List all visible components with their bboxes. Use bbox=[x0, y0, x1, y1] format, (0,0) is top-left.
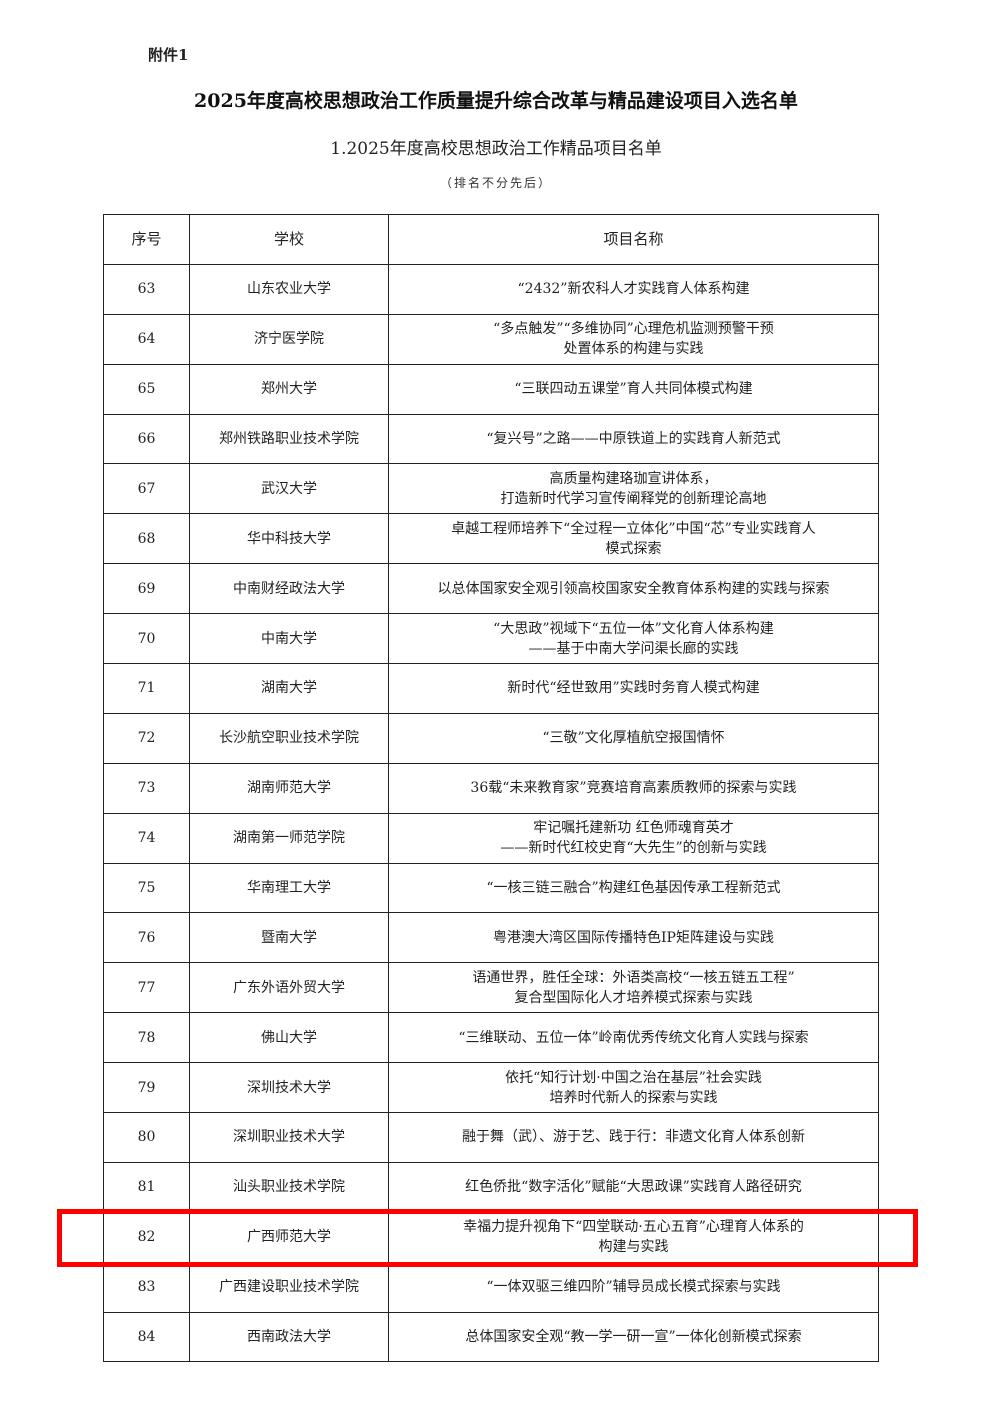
row-project: “2432”新农科人才实践育人体系构建 bbox=[388, 263, 879, 315]
row-school: 西南政法大学 bbox=[189, 1311, 389, 1363]
project-list-table: 序号 学校 项目名称 63 山东农业大学 “2432”新农科人才实践育人体系构建 64… bbox=[103, 214, 879, 1363]
row-school: 郑州铁路职业技术学院 bbox=[189, 413, 389, 465]
table-row: 74 湖南第一师范学院 牢记嘱托建新功 红色师魂育英才 ——新时代红校史育“大先生”… bbox=[103, 812, 879, 864]
table-row: 81 汕头职业技术学院 红色侨批“数字活化”赋能“大思政课”实践育人路径研究 bbox=[103, 1161, 879, 1213]
row-school: 中南财经政法大学 bbox=[189, 563, 389, 615]
row-number: 77 bbox=[103, 962, 190, 1014]
attachment-label: 附件1 bbox=[148, 46, 189, 64]
table-row-highlighted: 82 广西师范大学 幸福力提升视角下“四堂联动·五心五育”心理育人体系的 构建与实践 bbox=[103, 1211, 879, 1263]
row-project: 新时代“经世致用”实践时务育人模式构建 bbox=[388, 663, 879, 714]
table-row: 76 暨南大学 粤港澳大湾区国际传播特色IP矩阵建设与实践 bbox=[103, 912, 879, 964]
row-project: 总体国家安全观“教一学一研一宣”一体化创新模式探索 bbox=[388, 1311, 879, 1363]
row-school: 湖南大学 bbox=[189, 663, 389, 714]
table-row: 73 湖南师范大学 36载“未来教育家”竞赛培育高素质教师的探索与实践 bbox=[103, 762, 879, 814]
row-school: 郑州大学 bbox=[189, 363, 389, 415]
row-school: 深圳职业技术大学 bbox=[189, 1112, 389, 1163]
row-number: 82 bbox=[103, 1211, 190, 1263]
table-row: 70 中南大学 “大思政”视域下“五位一体”文化育人体系构建 ——基于中南大学问渠长… bbox=[103, 613, 879, 665]
row-project: “一核三链三融合”构建红色基因传承工程新范式 bbox=[388, 862, 879, 914]
row-number: 64 bbox=[103, 313, 190, 365]
row-project: 粤港澳大湾区国际传播特色IP矩阵建设与实践 bbox=[388, 912, 879, 964]
row-project: “大思政”视域下“五位一体”文化育人体系构建 ——基于中南大学问渠长廊的实践 bbox=[388, 613, 879, 665]
row-school: 广西建设职业技术学院 bbox=[189, 1261, 389, 1313]
row-project: “三维联动、五位一体”岭南优秀传统文化育人实践与探索 bbox=[388, 1012, 879, 1064]
row-number: 66 bbox=[103, 413, 190, 465]
row-project: 语通世界，胜任全球：外语类高校“一核五链五工程” 复合型国际化人才培养模式探索与… bbox=[388, 962, 879, 1014]
table-header-row: 序号 学校 项目名称 bbox=[103, 214, 879, 265]
row-project: “三敬”文化厚植航空报国情怀 bbox=[388, 712, 879, 764]
row-school: 华中科技大学 bbox=[189, 513, 389, 565]
row-school: 济宁医学院 bbox=[189, 313, 389, 365]
header-project: 项目名称 bbox=[388, 214, 879, 265]
row-number: 67 bbox=[103, 463, 190, 515]
row-project: “复兴号”之路——中原铁道上的实践育人新范式 bbox=[388, 413, 879, 465]
row-project: 36载“未来教育家”竞赛培育高素质教师的探索与实践 bbox=[388, 762, 879, 814]
table-row: 84 西南政法大学 总体国家安全观“教一学一研一宣”一体化创新模式探索 bbox=[103, 1311, 879, 1363]
row-project: “三联四动五课堂”育人共同体模式构建 bbox=[388, 363, 879, 415]
table-row: 64 济宁医学院 “多点触发”“多维协同”心理危机监测预警干预 处置体系的构建与实践 bbox=[103, 313, 879, 365]
row-school: 山东农业大学 bbox=[189, 263, 389, 315]
row-number: 79 bbox=[103, 1062, 190, 1114]
row-number: 71 bbox=[103, 663, 190, 714]
table-row: 78 佛山大学 “三维联动、五位一体”岭南优秀传统文化育人实践与探索 bbox=[103, 1012, 879, 1064]
row-school: 长沙航空职业技术学院 bbox=[189, 712, 389, 764]
row-school: 汕头职业技术学院 bbox=[189, 1161, 389, 1213]
table-row: 75 华南理工大学 “一核三链三融合”构建红色基因传承工程新范式 bbox=[103, 862, 879, 914]
ranking-note: （排名不分先后） bbox=[439, 176, 552, 190]
table-row: 68 华中科技大学 卓越工程师培养下“全过程一立体化”中国“芯”专业实践育人 模式探… bbox=[103, 513, 879, 565]
header-number: 序号 bbox=[103, 214, 190, 265]
header-school: 学校 bbox=[189, 214, 389, 265]
row-project: “多点触发”“多维协同”心理危机监测预警干预 处置体系的构建与实践 bbox=[388, 313, 879, 365]
row-school: 深圳技术大学 bbox=[189, 1062, 389, 1114]
table-row: 69 中南财经政法大学 以总体国家安全观引领高校国家安全教育体系构建的实践与探索 bbox=[103, 563, 879, 615]
row-school: 佛山大学 bbox=[189, 1012, 389, 1064]
row-number: 84 bbox=[103, 1311, 190, 1363]
row-number: 81 bbox=[103, 1161, 190, 1213]
row-school: 武汉大学 bbox=[189, 463, 389, 515]
row-project: 依托“知行计划·中国之治在基层”社会实践 培养时代新人的探索与实践 bbox=[388, 1062, 879, 1114]
table-row: 63 山东农业大学 “2432”新农科人才实践育人体系构建 bbox=[103, 263, 879, 315]
row-number: 74 bbox=[103, 812, 190, 864]
row-school: 华南理工大学 bbox=[189, 862, 389, 914]
row-project: 牢记嘱托建新功 红色师魂育英才 ——新时代红校史育“大先生”的创新与实践 bbox=[388, 812, 879, 864]
row-number: 68 bbox=[103, 513, 190, 565]
row-school: 暨南大学 bbox=[189, 912, 389, 964]
table-row: 80 深圳职业技术大学 融于舞（武）、游于艺、践于行：非遗文化育人体系创新 bbox=[103, 1112, 879, 1163]
row-school: 广西师范大学 bbox=[189, 1211, 389, 1263]
row-school: 湖南第一师范学院 bbox=[189, 812, 389, 864]
row-project: 卓越工程师培养下“全过程一立体化”中国“芯”专业实践育人 模式探索 bbox=[388, 513, 879, 565]
table-row: 79 深圳技术大学 依托“知行计划·中国之治在基层”社会实践 培养时代新人的探索与实… bbox=[103, 1062, 879, 1114]
row-number: 72 bbox=[103, 712, 190, 764]
document-title: 2025年度高校思想政治工作质量提升综合改革与精品建设项目入选名单 bbox=[194, 90, 798, 112]
row-number: 73 bbox=[103, 762, 190, 814]
row-number: 83 bbox=[103, 1261, 190, 1313]
table-row: 66 郑州铁路职业技术学院 “复兴号”之路——中原铁道上的实践育人新范式 bbox=[103, 413, 879, 465]
row-project: 红色侨批“数字活化”赋能“大思政课”实践育人路径研究 bbox=[388, 1161, 879, 1213]
row-project: “一体双驱三维四阶”辅导员成长模式探索与实践 bbox=[388, 1261, 879, 1313]
row-number: 70 bbox=[103, 613, 190, 665]
document-subtitle: 1.2025年度高校思想政治工作精品项目名单 bbox=[330, 139, 662, 159]
row-number: 75 bbox=[103, 862, 190, 914]
row-school: 湖南师范大学 bbox=[189, 762, 389, 814]
row-school: 中南大学 bbox=[189, 613, 389, 665]
row-project: 融于舞（武）、游于艺、践于行：非遗文化育人体系创新 bbox=[388, 1112, 879, 1163]
row-number: 78 bbox=[103, 1012, 190, 1064]
row-project: 高质量构建珞珈宣讲体系， 打造新时代学习宣传阐释党的创新理论高地 bbox=[388, 463, 879, 515]
row-number: 69 bbox=[103, 563, 190, 615]
table-row: 83 广西建设职业技术学院 “一体双驱三维四阶”辅导员成长模式探索与实践 bbox=[103, 1261, 879, 1313]
row-number: 76 bbox=[103, 912, 190, 964]
table-row: 65 郑州大学 “三联四动五课堂”育人共同体模式构建 bbox=[103, 363, 879, 415]
table-row: 77 广东外语外贸大学 语通世界，胜任全球：外语类高校“一核五链五工程” 复合型国际… bbox=[103, 962, 879, 1014]
row-project: 幸福力提升视角下“四堂联动·五心五育”心理育人体系的 构建与实践 bbox=[388, 1211, 879, 1263]
row-number: 80 bbox=[103, 1112, 190, 1163]
table-row: 72 长沙航空职业技术学院 “三敬”文化厚植航空报国情怀 bbox=[103, 712, 879, 764]
row-number: 63 bbox=[103, 263, 190, 315]
table-row: 71 湖南大学 新时代“经世致用”实践时务育人模式构建 bbox=[103, 663, 879, 714]
row-project: 以总体国家安全观引领高校国家安全教育体系构建的实践与探索 bbox=[388, 563, 879, 615]
row-school: 广东外语外贸大学 bbox=[189, 962, 389, 1014]
table-row: 67 武汉大学 高质量构建珞珈宣讲体系， 打造新时代学习宣传阐释党的创新理论高地 bbox=[103, 463, 879, 515]
row-number: 65 bbox=[103, 363, 190, 415]
